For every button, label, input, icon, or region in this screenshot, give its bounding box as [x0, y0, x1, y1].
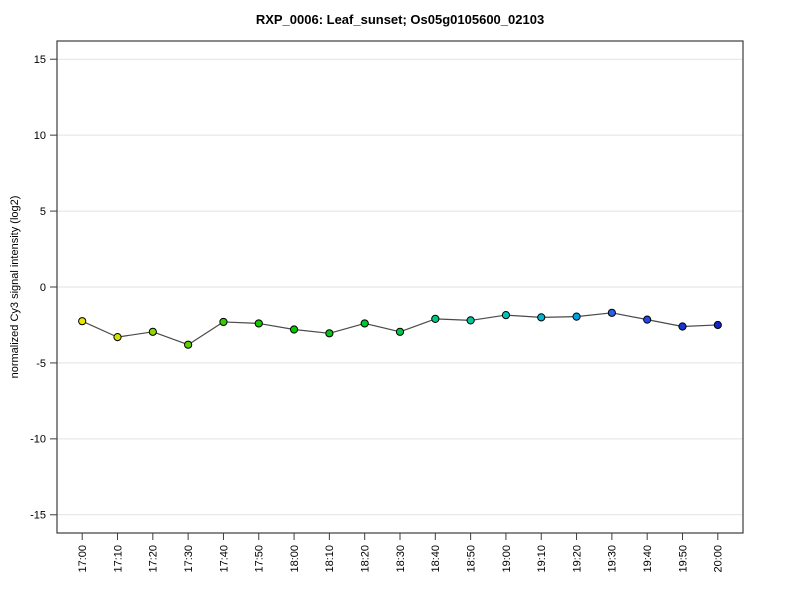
- x-tick-label: 17:00: [77, 545, 89, 573]
- data-point: [254, 319, 263, 328]
- data-point: [501, 310, 511, 320]
- y-tick-label: 10: [34, 130, 46, 142]
- x-axis-ticks: [81, 533, 719, 540]
- x-tick-label: 17:10: [112, 545, 124, 573]
- y-gridlines: [57, 58, 743, 516]
- data-point: [607, 308, 616, 317]
- data-point: [678, 322, 687, 331]
- y-tick-label: -15: [30, 510, 46, 522]
- x-tick-label: 17:50: [254, 545, 266, 573]
- x-tick-label: 19:50: [677, 545, 689, 573]
- x-tick-label: 18:20: [360, 545, 372, 573]
- x-tick-label: 19:30: [607, 545, 619, 573]
- x-tick-label: 19:10: [536, 545, 548, 573]
- data-point: [184, 340, 193, 349]
- x-tick-label: 17:20: [148, 545, 160, 573]
- y-tick-label: 15: [34, 54, 46, 66]
- x-tick-label: 18:40: [430, 545, 442, 573]
- y-tick-label: -5: [36, 358, 46, 370]
- x-tick-label: 17:30: [183, 545, 195, 573]
- data-point: [643, 315, 652, 324]
- x-tick-label: 18:50: [465, 545, 477, 573]
- data-point: [78, 317, 87, 326]
- x-tick-label: 18:10: [324, 545, 336, 573]
- data-point: [113, 333, 122, 342]
- x-tick-label: 18:30: [395, 545, 407, 573]
- x-tick-label: 19:40: [642, 545, 654, 573]
- data-point: [325, 329, 334, 338]
- data-point: [713, 320, 722, 330]
- data-point: [431, 314, 440, 323]
- x-tick-label: 19:20: [571, 545, 583, 573]
- y-tick-label: 0: [40, 282, 46, 294]
- data-points: [78, 308, 722, 349]
- data-point: [289, 325, 299, 334]
- data-point: [395, 327, 405, 336]
- y-tick-label: 5: [40, 206, 46, 218]
- y-axis-ticks: [50, 58, 57, 516]
- x-tick-label: 19:00: [501, 545, 513, 573]
- y-axis-title: normalized Cy3 signal intensity (log2): [9, 196, 21, 379]
- y-axis-tick-labels: 15 10 5 0 -5 -10 -15: [30, 54, 46, 522]
- x-axis-tick-labels: 17:00 17:10 17:20 17:30 17:40 17:50 18:00 18:10…: [77, 545, 725, 573]
- y-tick-label: -10: [30, 434, 46, 446]
- data-point: [148, 327, 157, 336]
- data-point: [219, 317, 228, 327]
- data-point: [572, 312, 581, 321]
- chart-title: RXP_0006: Leaf_sunset; Os05g0105600_0210…: [256, 12, 544, 27]
- x-tick-label: 20:00: [713, 545, 725, 573]
- data-point: [537, 313, 546, 322]
- data-point: [466, 316, 475, 325]
- x-tick-label: 18:00: [289, 545, 301, 573]
- x-tick-label: 17:40: [218, 545, 230, 573]
- data-point: [360, 319, 369, 328]
